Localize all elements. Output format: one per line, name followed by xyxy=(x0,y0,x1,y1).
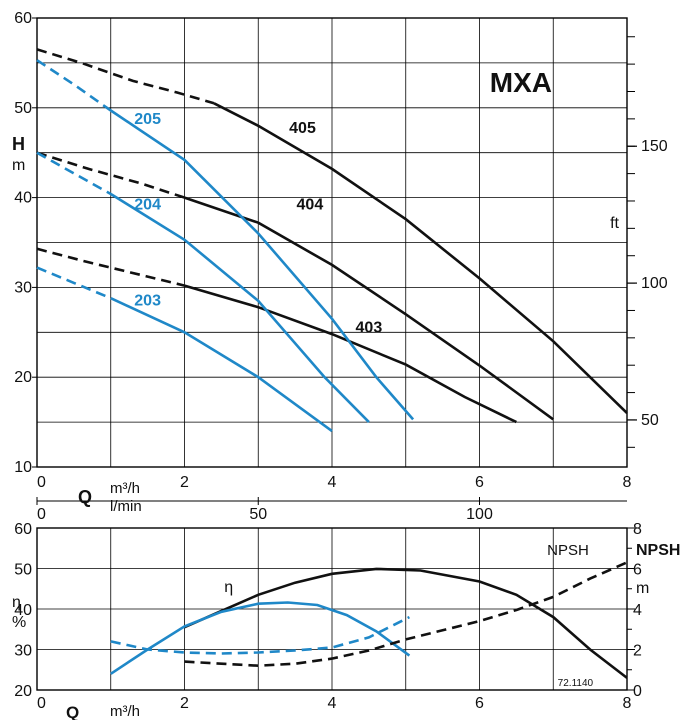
x-tick-label-2: 6 xyxy=(475,695,484,712)
series-label-403: 403 xyxy=(356,319,383,336)
x-unit-primary: m³/h xyxy=(110,480,140,497)
y-tick-label-2: 40 xyxy=(14,602,32,619)
x-tick-label-2: 2 xyxy=(180,695,189,712)
x-tick-label: 2 xyxy=(180,474,189,491)
curve-205 xyxy=(110,109,415,421)
x2-tick-label: 0 xyxy=(37,506,46,523)
curve-405 xyxy=(213,102,628,415)
y-unit-label-2: % xyxy=(12,614,26,631)
curve-403 xyxy=(184,284,517,424)
x-tick-label-2: 4 xyxy=(328,695,337,712)
x2-tick-label: 50 xyxy=(249,506,267,523)
curve-203-dashed xyxy=(36,266,112,300)
x-tick-label-2: 8 xyxy=(623,695,632,712)
curve-404-dashed xyxy=(36,151,185,199)
curve-404 xyxy=(184,196,555,421)
eta-inplot-label: η xyxy=(224,579,233,596)
y2-tick-label-2: 8 xyxy=(633,521,642,538)
y-axis-label: H xyxy=(12,134,25,154)
y-tick-label-2: 50 xyxy=(14,562,32,579)
x-axis-letter: Q xyxy=(78,487,92,507)
y2-tick-label-2: 4 xyxy=(633,602,642,619)
y-tick-label-2: 30 xyxy=(14,643,32,660)
curve-204 xyxy=(110,192,370,424)
series-label-203: 203 xyxy=(134,292,161,309)
series-label-404: 404 xyxy=(297,196,324,213)
footnote-code: 72.1140 xyxy=(558,678,594,689)
series-label-205: 205 xyxy=(134,111,161,128)
y-tick-label-2: 60 xyxy=(14,521,32,538)
series-label-204: 204 xyxy=(134,196,161,213)
curve-403-dashed xyxy=(36,247,185,287)
y-tick-label: 10 xyxy=(14,459,32,476)
y-tick-label: 40 xyxy=(14,190,32,207)
npsh-curve-black xyxy=(184,561,628,668)
y-axis-label-2: η xyxy=(12,594,21,611)
y2-tick-label: 150 xyxy=(641,138,668,155)
curve-205-dashed xyxy=(36,59,112,112)
y2-tick-label-2: 2 xyxy=(633,643,642,660)
y-tick-label: 50 xyxy=(14,100,32,117)
x-unit-secondary: l/min xyxy=(110,498,142,515)
y2-unit-label-2: m xyxy=(636,580,649,597)
y2-tick-label-2: 6 xyxy=(633,562,642,579)
x2-tick-label: 100 xyxy=(466,506,493,523)
y2-axis-label-2: NPSH xyxy=(636,542,680,559)
y2-tick-label: 50 xyxy=(641,412,659,429)
curve-204-dashed xyxy=(36,151,112,196)
y-tick-label: 60 xyxy=(14,10,32,27)
series-label-405: 405 xyxy=(289,120,316,137)
top-plot-frame xyxy=(36,17,628,468)
curve-405-dashed xyxy=(36,48,215,105)
y-tick-label-2: 20 xyxy=(14,683,32,700)
npsh-inplot-label: NPSH xyxy=(547,542,589,559)
y-unit-label: m xyxy=(12,157,25,174)
x-tick-label: 4 xyxy=(328,474,337,491)
efficiency-curve-blue xyxy=(110,601,411,675)
x-tick-label: 6 xyxy=(475,474,484,491)
grid-layer xyxy=(32,17,637,691)
x-axis-letter-2: Q xyxy=(66,703,79,720)
curve-layer xyxy=(36,48,628,679)
y2-axis-label: ft xyxy=(610,215,619,232)
x-tick-label: 8 xyxy=(623,474,632,491)
efficiency-curve-black xyxy=(183,567,628,679)
x-tick-label: 0 xyxy=(37,474,46,491)
y-tick-label: 20 xyxy=(14,369,32,386)
npsh-curve-blue xyxy=(110,615,410,655)
chart-title: MXA xyxy=(490,67,552,98)
x-unit-primary-2: m³/h xyxy=(110,703,140,720)
x-tick-label-2: 0 xyxy=(37,695,46,712)
y2-tick-label-2: 0 xyxy=(633,683,642,700)
y-tick-label: 30 xyxy=(14,279,32,296)
curve-203 xyxy=(110,297,333,433)
y2-tick-label: 100 xyxy=(641,275,668,292)
